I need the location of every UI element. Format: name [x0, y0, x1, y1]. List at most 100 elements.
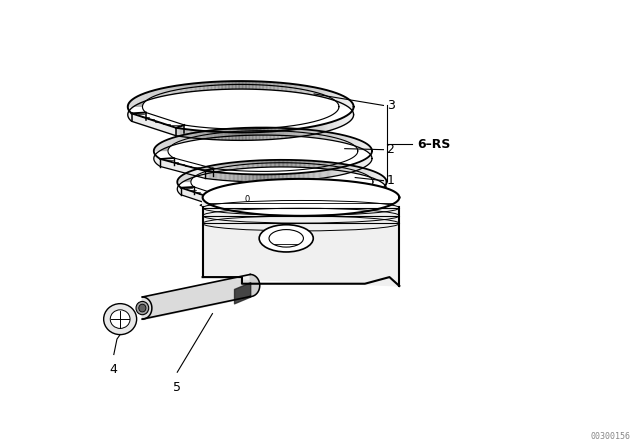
- Polygon shape: [227, 163, 235, 166]
- Polygon shape: [160, 159, 205, 178]
- Polygon shape: [250, 128, 252, 135]
- Polygon shape: [262, 82, 263, 90]
- Polygon shape: [357, 139, 358, 147]
- Polygon shape: [342, 165, 351, 168]
- Polygon shape: [298, 160, 301, 163]
- Polygon shape: [260, 128, 261, 131]
- Polygon shape: [273, 82, 274, 90]
- Polygon shape: [263, 132, 264, 140]
- Polygon shape: [182, 135, 193, 137]
- Polygon shape: [146, 93, 147, 101]
- Polygon shape: [232, 162, 240, 165]
- Polygon shape: [318, 161, 319, 168]
- Polygon shape: [278, 204, 279, 211]
- Polygon shape: [333, 121, 335, 129]
- Polygon shape: [301, 129, 308, 133]
- Polygon shape: [160, 143, 174, 144]
- Polygon shape: [181, 129, 182, 137]
- Polygon shape: [179, 178, 192, 179]
- Polygon shape: [207, 166, 208, 173]
- Polygon shape: [129, 103, 143, 104]
- Polygon shape: [259, 160, 264, 163]
- Polygon shape: [211, 130, 212, 138]
- Polygon shape: [155, 90, 156, 98]
- Polygon shape: [144, 93, 157, 95]
- Polygon shape: [236, 202, 237, 209]
- Polygon shape: [325, 124, 326, 132]
- Polygon shape: [143, 93, 144, 102]
- Polygon shape: [173, 86, 174, 94]
- Polygon shape: [192, 133, 202, 135]
- Polygon shape: [296, 129, 301, 132]
- Polygon shape: [343, 166, 353, 168]
- Polygon shape: [368, 175, 381, 176]
- Polygon shape: [338, 137, 350, 139]
- Polygon shape: [296, 160, 300, 163]
- Polygon shape: [298, 173, 299, 181]
- Polygon shape: [296, 173, 298, 181]
- Polygon shape: [158, 89, 159, 97]
- Polygon shape: [258, 82, 262, 85]
- Polygon shape: [257, 128, 259, 131]
- Polygon shape: [215, 130, 216, 138]
- Polygon shape: [303, 173, 304, 181]
- Polygon shape: [258, 160, 262, 163]
- Polygon shape: [218, 129, 224, 133]
- Polygon shape: [332, 98, 347, 99]
- Polygon shape: [305, 128, 306, 136]
- Polygon shape: [294, 204, 295, 211]
- Polygon shape: [257, 174, 259, 182]
- Polygon shape: [368, 175, 381, 176]
- Polygon shape: [167, 139, 168, 147]
- Polygon shape: [173, 137, 174, 145]
- Polygon shape: [318, 125, 319, 134]
- Polygon shape: [360, 171, 373, 172]
- Polygon shape: [226, 129, 232, 132]
- Polygon shape: [359, 162, 360, 170]
- Polygon shape: [346, 140, 359, 142]
- Polygon shape: [324, 202, 325, 209]
- Polygon shape: [182, 175, 195, 177]
- Polygon shape: [237, 174, 238, 181]
- Polygon shape: [168, 139, 180, 141]
- Polygon shape: [222, 82, 225, 85]
- Polygon shape: [290, 128, 291, 136]
- Polygon shape: [331, 163, 332, 170]
- Polygon shape: [130, 101, 145, 103]
- Polygon shape: [313, 161, 314, 168]
- Polygon shape: [188, 134, 189, 142]
- Polygon shape: [343, 135, 344, 143]
- Polygon shape: [227, 201, 228, 208]
- Polygon shape: [347, 166, 348, 173]
- Polygon shape: [193, 170, 194, 177]
- Polygon shape: [295, 86, 305, 88]
- Polygon shape: [179, 136, 180, 143]
- Polygon shape: [253, 128, 254, 135]
- Polygon shape: [182, 175, 196, 176]
- Polygon shape: [140, 95, 141, 103]
- Polygon shape: [344, 135, 345, 143]
- Polygon shape: [299, 85, 300, 93]
- Polygon shape: [275, 128, 278, 131]
- Polygon shape: [190, 134, 200, 136]
- Polygon shape: [183, 174, 196, 176]
- Polygon shape: [286, 130, 287, 138]
- Polygon shape: [349, 141, 363, 143]
- Polygon shape: [206, 131, 207, 138]
- Polygon shape: [335, 100, 350, 101]
- Polygon shape: [203, 167, 204, 175]
- Polygon shape: [229, 201, 230, 208]
- Polygon shape: [215, 165, 216, 172]
- Polygon shape: [236, 128, 237, 136]
- Polygon shape: [145, 93, 146, 101]
- Polygon shape: [268, 128, 269, 135]
- Polygon shape: [273, 82, 279, 86]
- Polygon shape: [316, 126, 317, 134]
- Polygon shape: [191, 133, 192, 141]
- Polygon shape: [282, 160, 283, 163]
- Polygon shape: [270, 204, 271, 211]
- Polygon shape: [252, 161, 257, 164]
- Polygon shape: [170, 138, 172, 146]
- Polygon shape: [268, 204, 270, 211]
- Polygon shape: [221, 172, 222, 180]
